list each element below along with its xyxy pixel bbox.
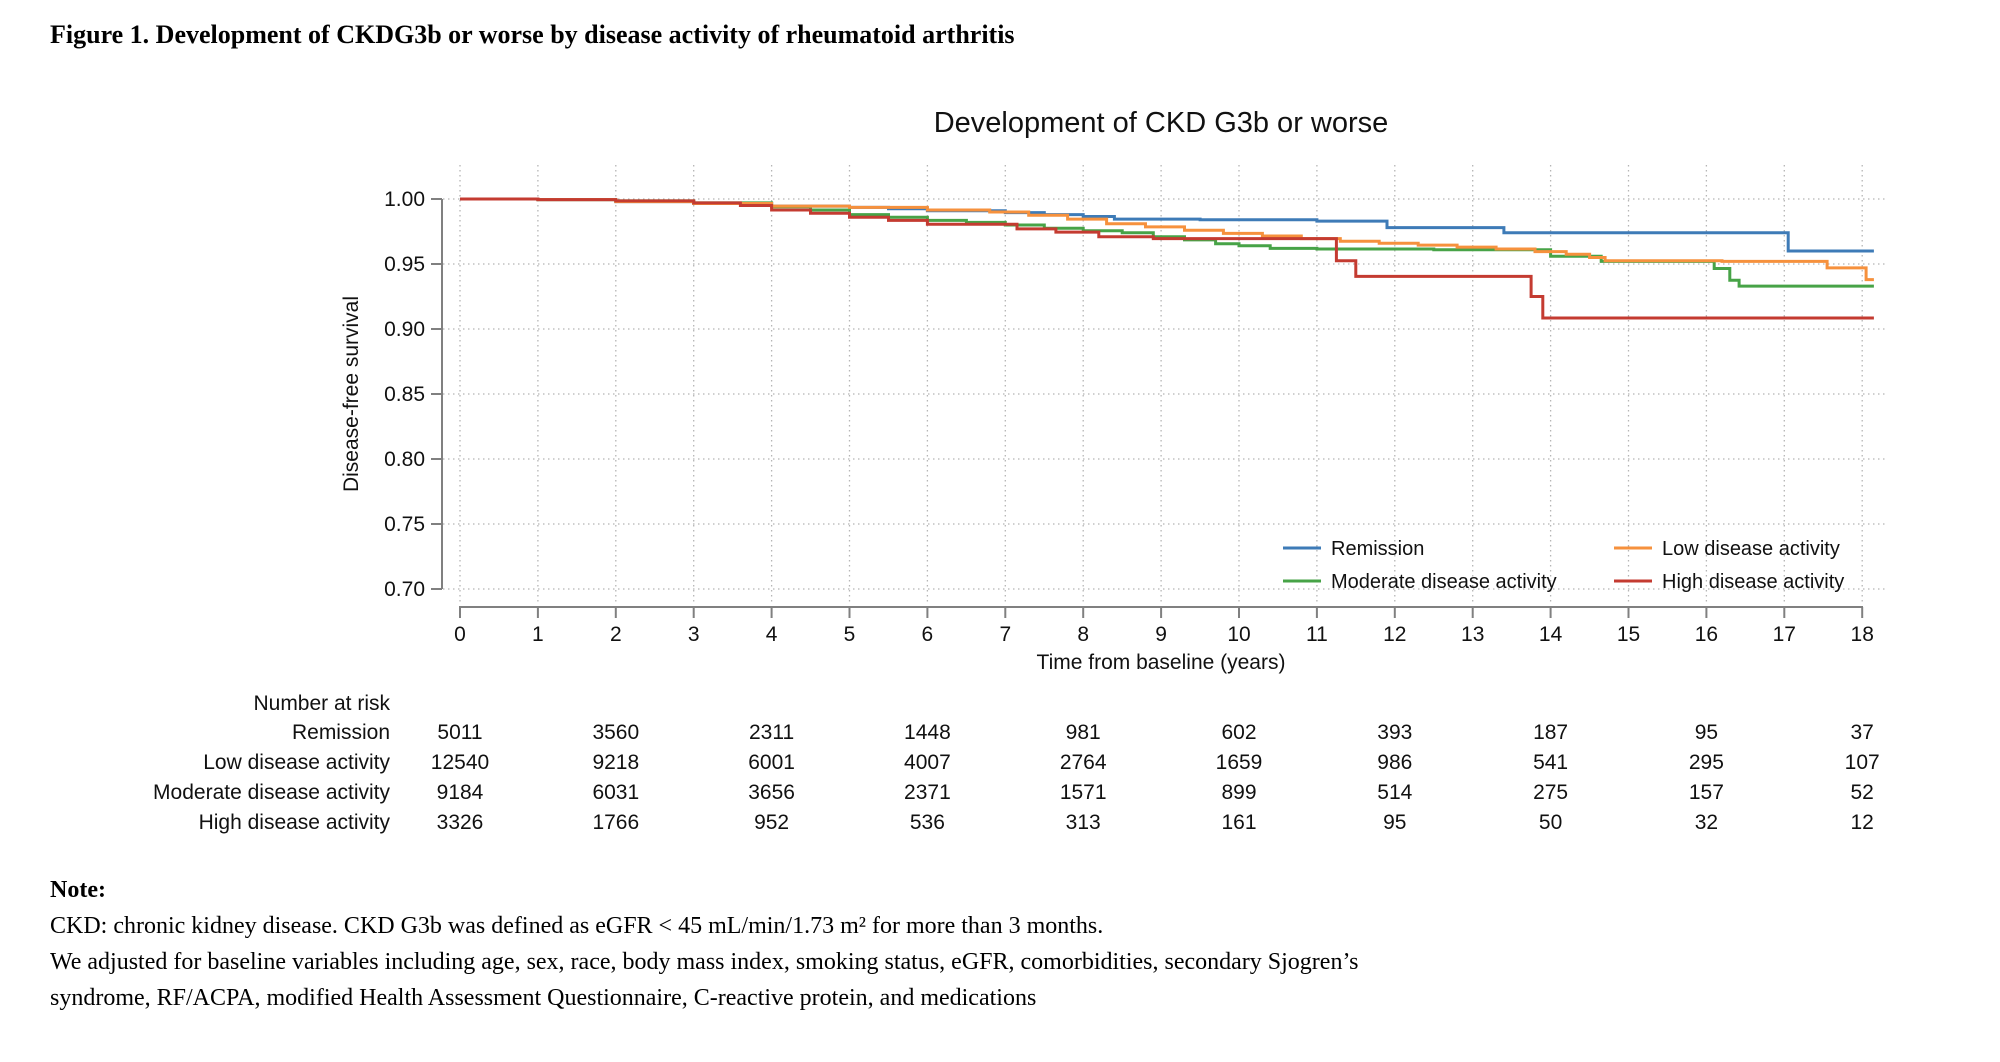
risk-count: 1448 <box>904 721 951 744</box>
y-tick-label: 0.70 <box>384 578 425 601</box>
x-tick-label: 0 <box>454 623 466 646</box>
risk-row-label: Moderate disease activity <box>153 781 390 804</box>
risk-count: 275 <box>1533 781 1569 804</box>
x-tick-label: 15 <box>1617 623 1640 646</box>
y-axis-title: Disease-free survival <box>340 296 363 492</box>
x-tick-label: 10 <box>1227 623 1250 646</box>
x-tick-label: 12 <box>1383 623 1406 646</box>
risk-count: 9218 <box>592 751 640 774</box>
risk-count: 37 <box>1850 721 1874 744</box>
risk-row-label: High disease activity <box>198 811 390 834</box>
legend-label: High disease activity <box>1662 571 1844 593</box>
note-line-1: CKD: chronic kidney disease. CKD G3b was… <box>50 913 1104 939</box>
risk-count: 295 <box>1688 751 1724 774</box>
risk-count: 187 <box>1533 721 1569 744</box>
note-line-2: We adjusted for baseline variables inclu… <box>50 949 1359 975</box>
x-tick-label: 17 <box>1773 623 1796 646</box>
x-tick-label: 7 <box>999 623 1011 646</box>
risk-count: 602 <box>1221 721 1257 744</box>
x-tick-label: 18 <box>1851 623 1874 646</box>
note-line-3: syndrome, RF/ACPA, modified Health Asses… <box>50 985 1037 1011</box>
risk-count: 5011 <box>437 721 483 744</box>
x-tick-label: 11 <box>1306 623 1328 646</box>
x-tick-label: 1 <box>532 623 544 646</box>
risk-count: 952 <box>754 811 790 834</box>
risk-count: 95 <box>1694 721 1719 744</box>
risk-count: 899 <box>1221 781 1257 804</box>
risk-count: 52 <box>1850 781 1874 804</box>
x-tick-label: 8 <box>1077 623 1089 646</box>
risk-count: 536 <box>909 811 945 834</box>
risk-count: 2764 <box>1059 751 1107 774</box>
risk-count: 986 <box>1377 751 1413 774</box>
risk-row-label: Low disease activity <box>203 751 390 774</box>
risk-count: 514 <box>1377 781 1413 804</box>
risk-count: 541 <box>1533 751 1569 774</box>
risk-count: 6031 <box>592 781 640 804</box>
risk-count: 1571 <box>1059 781 1107 804</box>
x-tick-label: 4 <box>766 623 778 646</box>
series-curve-high-disease-activity <box>460 197 1874 320</box>
risk-count: 12 <box>1850 811 1874 834</box>
series-curve-remission <box>460 197 1874 253</box>
risk-count: 95 <box>1383 811 1407 834</box>
risk-count: 161 <box>1221 811 1257 834</box>
x-tick-label: 9 <box>1155 623 1167 646</box>
note-title: Note: <box>50 877 106 903</box>
x-tick-label: 14 <box>1539 623 1563 646</box>
y-tick-label: 0.90 <box>384 318 425 341</box>
y-tick-label: 0.80 <box>384 448 425 471</box>
risk-count: 1766 <box>592 811 640 834</box>
y-tick-label: 0.85 <box>384 383 425 406</box>
y-tick-label: 0.95 <box>384 253 425 276</box>
y-tick-label: 1.00 <box>384 188 425 211</box>
risk-count: 2311 <box>749 721 795 744</box>
x-tick-label: 5 <box>844 623 856 646</box>
risk-count: 3326 <box>436 811 484 834</box>
x-tick-label: 13 <box>1461 623 1484 646</box>
risk-count: 393 <box>1377 721 1413 744</box>
risk-count: 32 <box>1694 811 1719 834</box>
risk-count: 3656 <box>748 781 795 804</box>
legend-label: Low disease activity <box>1662 538 1840 560</box>
x-tick-label: 2 <box>610 623 622 646</box>
risk-row-label: Remission <box>291 721 390 744</box>
x-tick-label: 16 <box>1695 623 1718 646</box>
series-curve-moderate-disease-activity <box>460 197 1874 288</box>
series-curve-low-disease-activity <box>460 197 1874 282</box>
x-axis-title: Time from baseline (years) <box>1037 651 1286 674</box>
risk-count: 6001 <box>748 751 795 774</box>
risk-count: 1659 <box>1215 751 1263 774</box>
x-tick-label: 3 <box>688 623 700 646</box>
risk-count: 2371 <box>904 781 951 804</box>
figure-caption: Figure 1. Development of CKDG3b or worse… <box>50 20 1015 49</box>
risk-count: 107 <box>1844 751 1880 774</box>
risk-count: 12540 <box>430 751 490 774</box>
chart-title: Development of CKD G3b or worse <box>934 107 1389 139</box>
risk-count: 157 <box>1688 781 1724 804</box>
x-tick-label: 6 <box>922 623 934 646</box>
risk-count: 981 <box>1065 721 1101 744</box>
risk-count: 4007 <box>904 751 951 774</box>
risk-count: 50 <box>1538 811 1563 834</box>
risk-table-header: Number at risk <box>253 692 390 715</box>
note-block: Note: CKD: chronic kidney disease. CKD G… <box>50 872 1840 1016</box>
risk-count: 313 <box>1065 811 1101 834</box>
risk-count: 9184 <box>436 781 484 804</box>
km-chart: Development of CKD G3b or worse 1.00 0.95 0… <box>340 107 1886 674</box>
y-tick-label: 0.75 <box>384 513 425 536</box>
legend-label: Moderate disease activity <box>1331 571 1557 593</box>
risk-count: 3560 <box>592 721 640 744</box>
legend-label: Remission <box>1331 538 1424 560</box>
